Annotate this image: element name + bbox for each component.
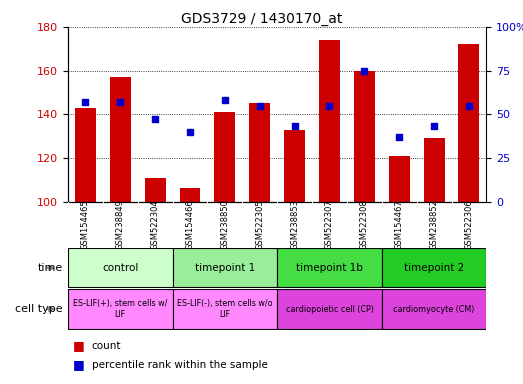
Text: GSM522306: GSM522306	[464, 199, 473, 250]
Bar	[173, 248, 277, 287]
Text: GSM522307: GSM522307	[325, 199, 334, 250]
Bar	[277, 248, 382, 287]
Text: GSM522308: GSM522308	[360, 199, 369, 250]
Text: cardiopoietic cell (CP): cardiopoietic cell (CP)	[286, 305, 373, 314]
Bar	[459, 44, 480, 202]
Point	[116, 99, 124, 105]
Text: GSM238849: GSM238849	[116, 199, 125, 250]
Text: GSM522305: GSM522305	[255, 199, 264, 250]
Text: ES-LIF(+), stem cells w/
LIF: ES-LIF(+), stem cells w/ LIF	[73, 300, 167, 319]
Bar	[249, 103, 270, 202]
Text: count: count	[92, 341, 121, 351]
Text: cell type: cell type	[15, 304, 63, 314]
Bar	[68, 289, 173, 329]
Text: GDS3729 / 1430170_at: GDS3729 / 1430170_at	[181, 12, 342, 25]
Point	[325, 103, 334, 109]
Bar	[389, 156, 410, 202]
Text: percentile rank within the sample: percentile rank within the sample	[92, 360, 267, 370]
Bar	[214, 112, 235, 202]
Bar	[424, 138, 445, 202]
Bar	[382, 248, 486, 287]
Point	[221, 97, 229, 103]
Bar	[68, 248, 173, 287]
Point	[430, 123, 438, 129]
Text: GSM238853: GSM238853	[290, 199, 299, 250]
Point	[256, 103, 264, 109]
Point	[465, 103, 473, 109]
Bar	[382, 289, 486, 329]
Text: GSM238852: GSM238852	[429, 199, 439, 250]
Text: GSM238850: GSM238850	[220, 199, 230, 250]
Text: GSM154465: GSM154465	[81, 199, 90, 250]
Point	[151, 116, 160, 122]
Bar	[284, 129, 305, 202]
Text: time: time	[38, 263, 63, 273]
Text: timepoint 1b: timepoint 1b	[296, 263, 363, 273]
Text: timepoint 2: timepoint 2	[404, 263, 464, 273]
Text: control: control	[102, 263, 139, 273]
Text: GSM154466: GSM154466	[186, 199, 195, 250]
Point	[360, 68, 369, 74]
Point	[290, 123, 299, 129]
Text: ES-LIF(-), stem cells w/o
LIF: ES-LIF(-), stem cells w/o LIF	[177, 300, 272, 319]
Text: GSM154467: GSM154467	[395, 199, 404, 250]
Bar	[173, 289, 277, 329]
Text: cardiomyocyte (CM): cardiomyocyte (CM)	[393, 305, 475, 314]
Bar	[277, 289, 382, 329]
Point	[395, 134, 403, 140]
Bar	[354, 71, 375, 202]
Bar	[319, 40, 340, 202]
Text: timepoint 1: timepoint 1	[195, 263, 255, 273]
Point	[186, 129, 194, 135]
Text: ■: ■	[73, 358, 85, 371]
Text: GSM522304: GSM522304	[151, 199, 160, 250]
Bar	[179, 189, 200, 202]
Text: ■: ■	[73, 339, 85, 352]
Point	[81, 99, 89, 105]
Bar	[110, 77, 131, 202]
Bar	[75, 108, 96, 202]
Bar	[145, 177, 166, 202]
